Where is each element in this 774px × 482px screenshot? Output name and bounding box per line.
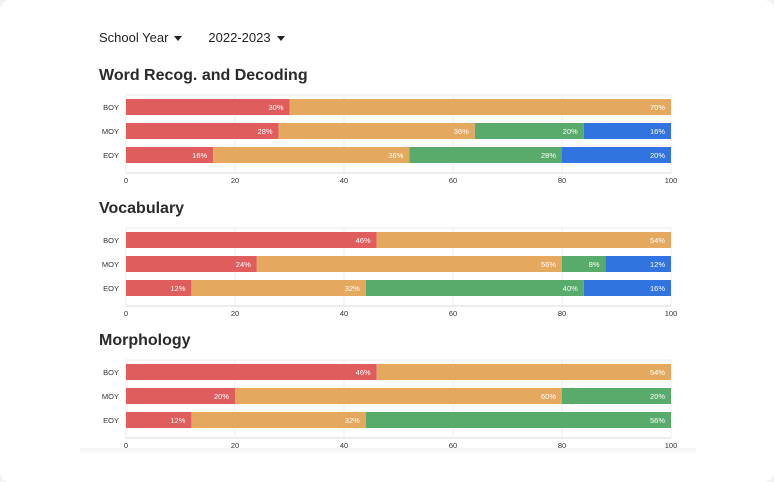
bar-segment bbox=[289, 99, 671, 115]
data-label: 32% bbox=[345, 284, 360, 293]
bar-segment bbox=[365, 280, 584, 296]
data-label: 16% bbox=[192, 151, 207, 160]
data-label: 8% bbox=[589, 260, 600, 269]
chart-vocabulary: BOY 46% 54% MOY 24% 56% 8% 12% EOY 12% 32% 40% 16% 0 2… bbox=[102, 227, 678, 318]
data-label: 70% bbox=[650, 103, 665, 112]
x-tick-label: 20 bbox=[231, 176, 239, 185]
x-tick-label: 40 bbox=[340, 176, 348, 185]
bar-segment bbox=[562, 388, 671, 404]
caret-down-icon bbox=[276, 35, 285, 41]
data-label: 60% bbox=[541, 392, 556, 401]
category-label: BOY bbox=[103, 103, 119, 112]
data-label: 54% bbox=[650, 236, 665, 245]
x-tick-label: 100 bbox=[665, 441, 678, 450]
bar-segment bbox=[213, 147, 410, 163]
bar-segment bbox=[126, 147, 214, 163]
category-label: EOY bbox=[103, 416, 119, 425]
x-tick-label: 80 bbox=[558, 176, 566, 185]
category-label: BOY bbox=[103, 368, 119, 377]
bar-segment bbox=[191, 412, 366, 428]
category-label: EOY bbox=[103, 151, 119, 160]
bar-segment bbox=[474, 123, 584, 139]
data-label: 28% bbox=[258, 127, 273, 136]
bar-segment bbox=[278, 123, 475, 139]
filter-bar: School Year 2022-2023 bbox=[99, 30, 285, 45]
bar-segment bbox=[126, 232, 377, 248]
x-tick-label: 60 bbox=[449, 441, 457, 450]
x-tick-label: 100 bbox=[665, 309, 678, 318]
bottom-divider bbox=[80, 448, 696, 454]
x-tick-label: 40 bbox=[340, 309, 348, 318]
data-label: 46% bbox=[356, 236, 371, 245]
x-tick-label: 0 bbox=[124, 441, 128, 450]
category-label: BOY bbox=[103, 236, 119, 245]
data-label: 54% bbox=[650, 368, 665, 377]
data-label: 30% bbox=[268, 103, 283, 112]
data-label: 20% bbox=[650, 151, 665, 160]
bar-segment bbox=[126, 99, 290, 115]
data-label: 56% bbox=[541, 260, 556, 269]
school-year-dropdown[interactable]: School Year bbox=[99, 30, 183, 45]
school-year-label: School Year bbox=[99, 30, 169, 45]
data-label: 12% bbox=[650, 260, 665, 269]
bar-segment bbox=[583, 123, 671, 139]
data-label: 32% bbox=[345, 416, 360, 425]
bar-segment bbox=[126, 280, 192, 296]
bar-segment bbox=[235, 388, 562, 404]
x-tick-label: 20 bbox=[231, 441, 239, 450]
data-label: 12% bbox=[170, 416, 185, 425]
bar-segment bbox=[126, 364, 377, 380]
data-label: 46% bbox=[356, 368, 371, 377]
bar-segment bbox=[409, 147, 562, 163]
data-label: 36% bbox=[454, 127, 469, 136]
data-label: 20% bbox=[214, 392, 229, 401]
data-label: 20% bbox=[650, 392, 665, 401]
bar-segment bbox=[376, 232, 671, 248]
x-tick-label: 40 bbox=[340, 441, 348, 450]
category-label: MOY bbox=[102, 392, 119, 401]
bar-segment bbox=[365, 412, 671, 428]
data-label: 12% bbox=[170, 284, 185, 293]
x-tick-label: 80 bbox=[558, 441, 566, 450]
data-label: 40% bbox=[563, 284, 578, 293]
bar-segment bbox=[126, 123, 279, 139]
bar-segment bbox=[605, 256, 671, 272]
data-label: 16% bbox=[650, 127, 665, 136]
x-tick-label: 20 bbox=[231, 309, 239, 318]
caret-down-icon bbox=[174, 35, 183, 41]
bar-segment bbox=[562, 256, 606, 272]
x-tick-label: 0 bbox=[124, 176, 128, 185]
chart-title-word-recognition: Word Recog. and Decoding bbox=[99, 67, 308, 84]
bar-segment bbox=[191, 280, 366, 296]
x-tick-label: 60 bbox=[449, 176, 457, 185]
bar-segment bbox=[126, 412, 192, 428]
year-dropdown[interactable]: 2022-2023 bbox=[208, 30, 285, 45]
data-label: 24% bbox=[236, 260, 251, 269]
bar-segment bbox=[126, 256, 257, 272]
bar-segment bbox=[583, 280, 671, 296]
x-tick-label: 60 bbox=[449, 309, 457, 318]
data-label: 20% bbox=[563, 127, 578, 136]
bar-segment bbox=[562, 147, 671, 163]
data-label: 56% bbox=[650, 416, 665, 425]
bar-segment bbox=[256, 256, 562, 272]
x-tick-label: 100 bbox=[665, 176, 678, 185]
chart-title-morphology: Morphology bbox=[99, 332, 191, 349]
chart-word-recognition: BOY 30% 70% MOY 28% 36% 20% 16% EOY 16% 36% 28% 20% 0… bbox=[102, 94, 678, 185]
category-label: EOY bbox=[103, 284, 119, 293]
bar-segment bbox=[126, 388, 235, 404]
year-value: 2022-2023 bbox=[208, 30, 271, 45]
category-label: MOY bbox=[102, 127, 119, 136]
chart-title-vocabulary: Vocabulary bbox=[99, 200, 185, 217]
data-label: 16% bbox=[650, 284, 665, 293]
x-tick-label: 80 bbox=[558, 309, 566, 318]
data-label: 36% bbox=[388, 151, 403, 160]
chart-morphology: BOY 46% 54% MOY 20% 60% 20% EOY 12% 32% 56% 0 20 40 60… bbox=[102, 359, 678, 450]
category-label: MOY bbox=[102, 260, 119, 269]
data-label: 28% bbox=[541, 151, 556, 160]
bar-segment bbox=[376, 364, 671, 380]
x-tick-label: 0 bbox=[124, 309, 128, 318]
